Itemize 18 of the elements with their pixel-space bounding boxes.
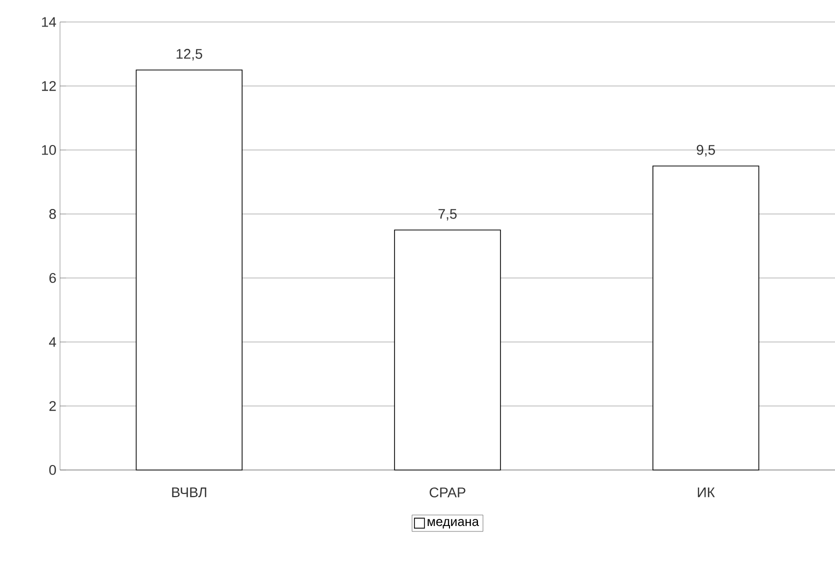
data-label: 12,5 <box>176 48 202 60</box>
y-tick-label: 2 <box>49 401 56 411</box>
y-tick-label: 12 <box>42 81 56 91</box>
x-tick-label: ИК <box>698 488 715 498</box>
x-tick-label: ВЧВЛ <box>172 488 206 498</box>
legend-label: медиана <box>428 518 480 529</box>
y-tick-label: 10 <box>42 145 56 155</box>
bar <box>136 70 243 470</box>
bar <box>652 166 760 470</box>
y-tick-label: 14 <box>42 17 56 27</box>
y-tick-label: 8 <box>49 209 56 219</box>
x-tick-label: СРАР <box>430 487 466 498</box>
data-label: 9,5 <box>696 144 715 156</box>
y-tick-label: 4 <box>49 337 56 347</box>
bar <box>394 230 501 470</box>
y-tick-label: 6 <box>49 273 56 283</box>
y-tick-label: 0 <box>49 465 56 475</box>
data-label: 7,5 <box>438 209 457 220</box>
